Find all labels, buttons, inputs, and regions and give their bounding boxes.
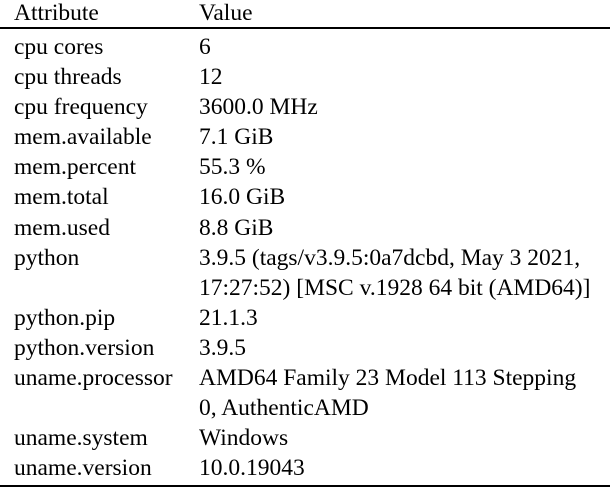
value-cell: 12	[199, 64, 223, 91]
attribute-cell: mem.total	[14, 184, 109, 211]
value-cell: 7.1 GiB	[199, 124, 274, 151]
value-cell: Windows	[199, 425, 289, 452]
table-row: python.version 3.9.5	[0, 333, 610, 363]
value-cell: 8.8 GiB	[199, 214, 274, 241]
attribute-cell: cpu threads	[14, 64, 122, 91]
attribute-cell: uname.system	[14, 425, 148, 452]
attribute-cell: cpu cores	[14, 34, 104, 60]
table-row: cpu threads 12	[0, 62, 610, 92]
attribute-cell: mem.used	[14, 214, 110, 241]
table-row: uname.version 10.0.19043	[0, 453, 610, 486]
table-row: mem.percent 55.3 %	[0, 152, 610, 182]
table-row: mem.used 8.8 GiB	[0, 213, 610, 243]
value-cell: 3600.0 MHz	[199, 94, 318, 121]
table-header: Attribute Value	[0, 1, 610, 29]
attribute-cell: cpu frequency	[14, 94, 148, 121]
attribute-cell: uname.processor	[14, 365, 173, 392]
value-cell: 10.0.19043	[199, 455, 305, 482]
value-cell: 6	[199, 34, 211, 60]
table-row: python 3.9.5 (tags/v3.9.5:0a7dcbd, May 3…	[0, 243, 610, 303]
table-row: uname.processor AMD64 Family 23 Model 11…	[0, 363, 610, 423]
table-row: python.pip 21.1.3	[0, 303, 610, 333]
value-cell: 55.3 %	[199, 154, 266, 181]
attribute-cell: python.version	[14, 334, 155, 361]
attribute-cell: mem.percent	[14, 154, 137, 181]
table-row: uname.system Windows	[0, 423, 610, 453]
table-row: mem.available 7.1 GiB	[0, 122, 610, 152]
table-row: cpu cores 6	[0, 28, 610, 62]
attribute-column-header: Attribute	[0, 1, 199, 29]
header-row: Attribute Value	[0, 1, 610, 29]
attribute-cell: python.pip	[14, 304, 116, 331]
table-row: cpu frequency 3600.0 MHz	[0, 92, 610, 122]
table-row: mem.total 16.0 GiB	[0, 182, 610, 212]
attribute-cell: uname.version	[14, 455, 152, 482]
attribute-cell: python	[14, 244, 80, 271]
value-cell: 21.1.3	[199, 304, 258, 331]
value-cell: AMD64 Family 23 Model 113 Stepping 0, Au…	[199, 365, 577, 422]
value-cell: 3.9.5	[199, 334, 246, 361]
value-column-header: Value	[199, 1, 610, 29]
attribute-cell: mem.available	[14, 124, 152, 151]
value-cell: 3.9.5 (tags/v3.9.5:0a7dcbd, May 3 2021, …	[199, 244, 591, 301]
table-body: cpu cores 6 cpu threads 12 cpu frequency…	[0, 28, 610, 487]
value-cell: 16.0 GiB	[199, 184, 286, 211]
